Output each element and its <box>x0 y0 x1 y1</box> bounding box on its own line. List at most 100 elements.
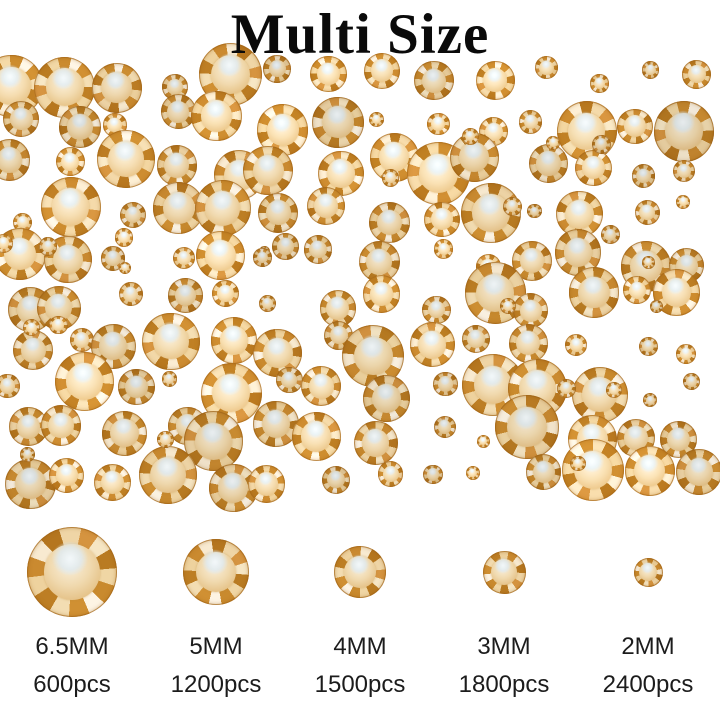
rhinestone <box>590 74 609 93</box>
rhinestone <box>362 374 411 423</box>
rhinestone <box>570 455 586 472</box>
rhinestone <box>0 233 13 253</box>
rhinestone <box>682 372 701 391</box>
rhinestone <box>253 401 299 447</box>
rhinestone <box>139 445 197 504</box>
rhinestone <box>40 177 101 238</box>
size-sample-stone <box>482 550 526 594</box>
rhinestone <box>97 130 155 188</box>
rhinestone <box>499 298 516 315</box>
size-sample-stone-wrap <box>432 516 576 628</box>
rhinestone <box>342 324 405 387</box>
rhinestone <box>623 276 652 305</box>
rhinestone <box>502 196 522 216</box>
rhinestone <box>301 366 342 407</box>
size-sample-stone <box>183 539 249 605</box>
rhinestone <box>94 463 131 501</box>
rhinestone <box>118 368 156 406</box>
rhinestone <box>546 135 561 150</box>
rhinestone <box>3 100 40 137</box>
size-sample-stone-wrap <box>288 516 432 628</box>
rhinestone <box>575 149 613 187</box>
rhinestone <box>69 327 95 353</box>
rhinestone <box>508 323 548 363</box>
rhinestone <box>433 415 456 438</box>
rhinestone <box>276 366 303 394</box>
rhinestone <box>616 418 655 457</box>
rhinestone <box>160 94 196 130</box>
size-label: 5MM <box>189 633 243 660</box>
rhinestone <box>172 246 196 270</box>
rhinestone <box>528 143 569 184</box>
rhinestone <box>591 134 611 154</box>
rhinestone <box>54 351 114 412</box>
rhinestone <box>682 59 712 89</box>
size-column: 5MM 1200pcs <box>144 516 288 700</box>
rhinestone <box>194 179 252 237</box>
rhinestone <box>676 194 691 209</box>
rhinestone <box>476 434 491 448</box>
rhinestone <box>272 232 300 260</box>
size-column: 4MM 1500pcs <box>288 516 432 700</box>
rhinestone <box>195 230 246 281</box>
rhinestone <box>632 164 656 188</box>
rhinestone <box>312 96 364 149</box>
rhinestone <box>362 275 401 313</box>
rhinestone <box>407 142 471 206</box>
rhinestone <box>114 228 134 247</box>
pieces-label: 600pcs <box>33 671 111 698</box>
rhinestone <box>13 329 54 371</box>
rhinestone <box>641 61 660 79</box>
pieces-label: 2400pcs <box>602 671 694 698</box>
rhinestone <box>210 317 258 364</box>
size-label: 2MM <box>621 633 675 660</box>
rhinestone <box>303 235 333 264</box>
rhinestone <box>409 322 455 368</box>
rhinestone <box>49 457 85 493</box>
rhinestone <box>363 52 401 90</box>
size-sample-stone-wrap <box>576 516 720 628</box>
rhinestone <box>212 280 240 308</box>
rhinestone <box>634 200 660 226</box>
rhinestone <box>0 139 31 181</box>
rhinestone <box>568 267 620 318</box>
rhinestone <box>156 144 198 186</box>
size-label: 3MM <box>477 633 531 660</box>
rhinestone <box>423 464 443 485</box>
rhinestone <box>565 334 588 357</box>
rhinestone <box>600 225 620 245</box>
rhinestone <box>44 235 92 284</box>
rhinestone <box>253 248 272 267</box>
rhinestone <box>527 204 542 219</box>
rhinestone <box>291 412 341 461</box>
pieces-label: 1500pcs <box>314 671 406 698</box>
rhinestone <box>513 293 549 329</box>
rhinestone <box>258 295 276 313</box>
rhinestone <box>40 405 82 447</box>
rhinestone <box>5 458 56 509</box>
rhinestone <box>638 336 658 356</box>
rhinestone <box>461 127 479 145</box>
rhinestone <box>369 201 411 243</box>
rhinestone <box>676 448 720 495</box>
rhinestone <box>307 186 346 226</box>
page-title: Multi Size <box>230 3 490 66</box>
rhinestone <box>101 410 148 456</box>
rhinestone <box>317 150 364 197</box>
size-sample-stone-wrap <box>144 516 288 628</box>
rhinestone <box>358 240 401 283</box>
rhinestone <box>653 101 715 162</box>
rhinestone <box>381 169 400 187</box>
rhinestone <box>55 146 86 177</box>
size-column: 6.5MM 600pcs <box>0 516 144 700</box>
size-label: 4MM <box>333 633 387 660</box>
rhinestone <box>617 108 653 145</box>
rhinestone <box>20 446 36 462</box>
size-sample-stone <box>27 527 117 617</box>
rhinestone <box>142 312 200 371</box>
pieces-label: 1800pcs <box>458 671 550 698</box>
rhinestone <box>649 299 663 313</box>
rhinestone <box>433 371 459 397</box>
rhinestone <box>378 461 404 487</box>
rhinestone <box>368 111 385 128</box>
